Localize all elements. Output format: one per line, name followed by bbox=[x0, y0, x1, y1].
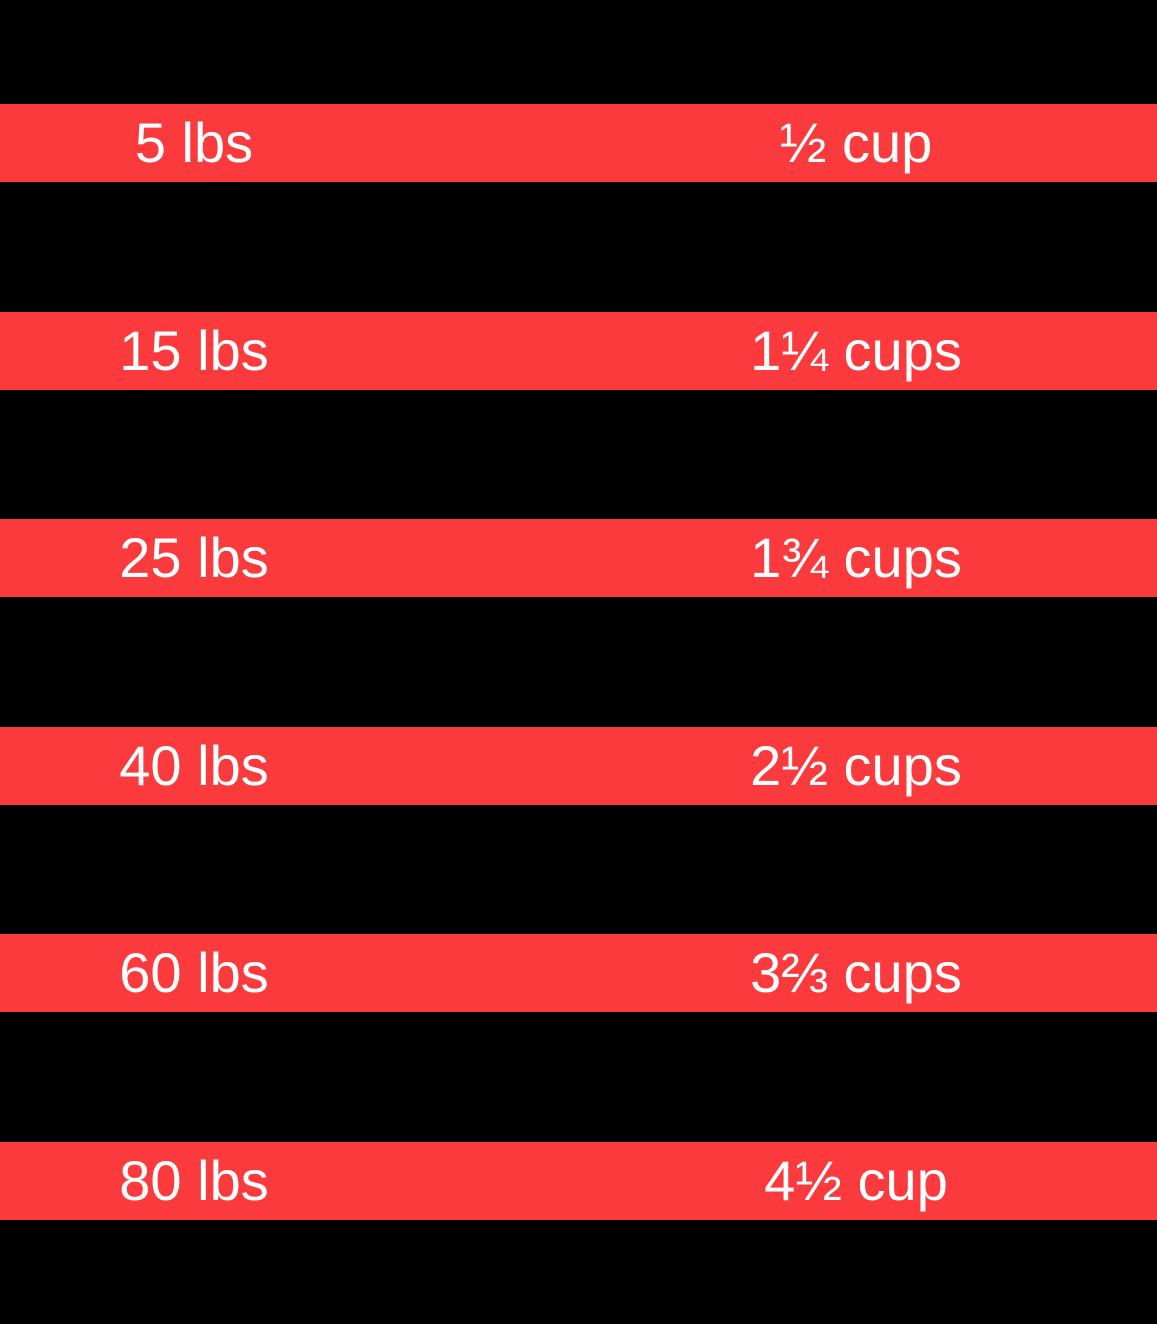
amount-cell: 2½ cups bbox=[750, 733, 962, 797]
table-row: 25 lbs 1¾ cups bbox=[0, 519, 1157, 598]
amount-cell: 1¼ cups bbox=[750, 318, 962, 382]
amount-cell: ½ cup bbox=[779, 111, 933, 174]
table-row: 80 lbs 4½ cup bbox=[0, 1142, 1157, 1220]
weight-cell: 5 lbs bbox=[134, 111, 254, 174]
amount-cell: 3⅔ cups bbox=[750, 941, 962, 1005]
table-row: 15 lbs 1¼ cups bbox=[0, 311, 1157, 390]
table-row: 40 lbs 2½ cups bbox=[0, 726, 1157, 805]
weight-cell: 40 lbs bbox=[119, 733, 269, 797]
table-row: 60 lbs 3⅔ cups bbox=[0, 934, 1157, 1013]
amount-cell: 1¾ cups bbox=[750, 526, 962, 590]
weight-cell: 25 lbs bbox=[119, 526, 269, 590]
weight-cell: 80 lbs bbox=[119, 1149, 269, 1212]
weight-cell: 60 lbs bbox=[119, 941, 269, 1005]
weight-cell: 15 lbs bbox=[119, 318, 269, 382]
amount-cell: 4½ cup bbox=[764, 1149, 948, 1212]
table-row: 5 lbs ½ cup bbox=[0, 104, 1157, 182]
